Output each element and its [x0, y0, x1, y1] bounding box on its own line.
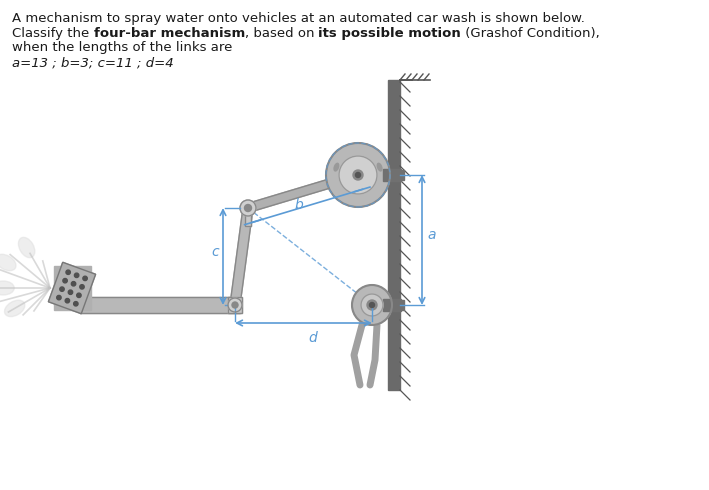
- Circle shape: [352, 285, 392, 325]
- Text: Classify the: Classify the: [12, 27, 94, 40]
- Bar: [228, 297, 242, 313]
- Circle shape: [63, 278, 67, 283]
- Text: a=13 ; b=3; c=11 ; d=4: a=13 ; b=3; c=11 ; d=4: [12, 57, 174, 70]
- Circle shape: [361, 294, 383, 316]
- Text: , based on: , based on: [245, 27, 318, 40]
- Circle shape: [72, 282, 76, 286]
- Circle shape: [240, 200, 256, 216]
- Bar: [388, 80, 400, 390]
- Circle shape: [83, 276, 87, 281]
- Circle shape: [245, 204, 252, 212]
- Ellipse shape: [0, 254, 16, 270]
- Circle shape: [228, 298, 242, 312]
- Bar: [383, 169, 401, 181]
- Text: c: c: [211, 245, 218, 259]
- Text: a: a: [427, 228, 435, 242]
- Bar: [384, 300, 404, 310]
- Text: its possible motion: its possible motion: [318, 27, 462, 40]
- Circle shape: [326, 143, 390, 207]
- Ellipse shape: [4, 300, 25, 317]
- Bar: [383, 299, 401, 311]
- Text: d: d: [308, 331, 317, 345]
- Polygon shape: [230, 207, 253, 306]
- Circle shape: [232, 302, 238, 308]
- Circle shape: [367, 300, 377, 310]
- Bar: [228, 297, 242, 313]
- Polygon shape: [247, 171, 359, 212]
- Circle shape: [74, 301, 78, 306]
- Circle shape: [339, 156, 377, 194]
- Text: (Grashof Condition),: (Grashof Condition),: [462, 27, 600, 40]
- Ellipse shape: [377, 163, 382, 171]
- Bar: [384, 170, 404, 180]
- Text: A mechanism to spray water onto vehicles at an automated car wash is shown below: A mechanism to spray water onto vehicles…: [12, 12, 585, 25]
- Polygon shape: [245, 208, 251, 226]
- Circle shape: [80, 285, 84, 289]
- Circle shape: [57, 295, 61, 300]
- Polygon shape: [48, 262, 96, 314]
- Ellipse shape: [18, 237, 35, 258]
- Circle shape: [369, 302, 374, 308]
- Text: four-bar mechanism: four-bar mechanism: [94, 27, 245, 40]
- Circle shape: [353, 170, 363, 180]
- Circle shape: [74, 273, 79, 277]
- Ellipse shape: [0, 281, 14, 295]
- Text: b: b: [295, 198, 303, 212]
- Circle shape: [66, 270, 70, 274]
- Circle shape: [355, 172, 360, 177]
- FancyBboxPatch shape: [53, 266, 91, 310]
- Circle shape: [65, 298, 69, 303]
- Polygon shape: [80, 297, 240, 313]
- Circle shape: [60, 287, 65, 292]
- Circle shape: [77, 293, 81, 297]
- Ellipse shape: [334, 163, 339, 171]
- Text: when the lengths of the links are: when the lengths of the links are: [12, 41, 233, 54]
- Circle shape: [68, 290, 72, 294]
